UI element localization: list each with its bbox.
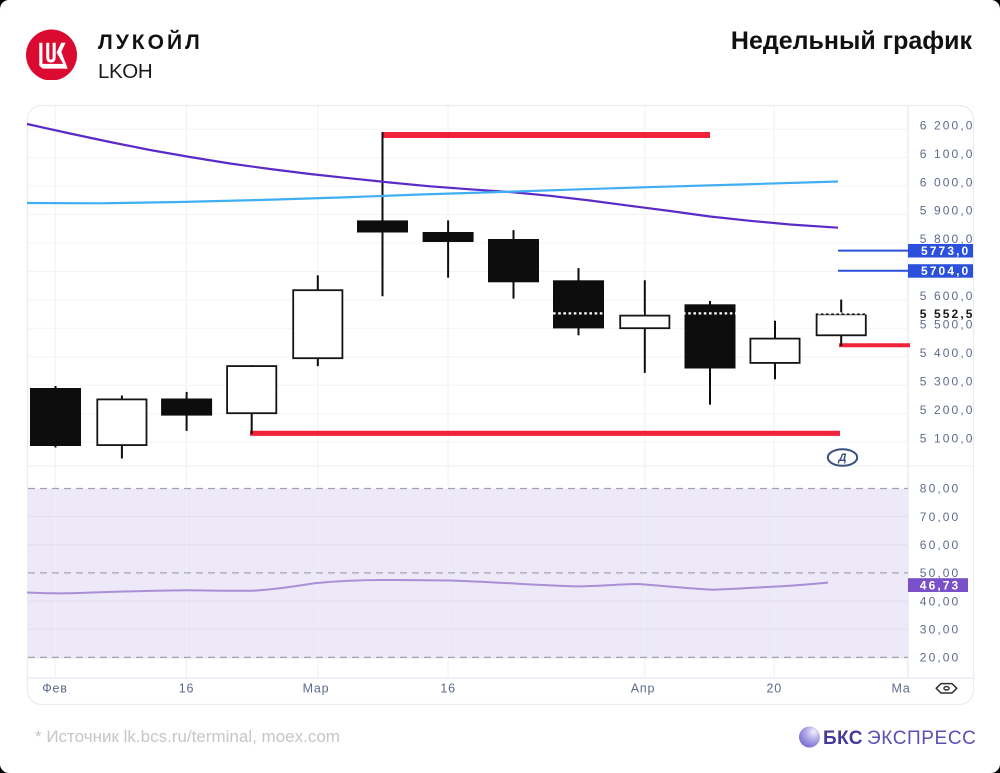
svg-text:60,00: 60,00 [920, 538, 961, 552]
svg-text:6 200,0: 6 200,0 [920, 118, 975, 132]
svg-text:Ма: Ма [891, 682, 910, 696]
svg-text:40,00: 40,00 [920, 594, 961, 608]
svg-text:Апр: Апр [631, 682, 655, 696]
svg-text:5 800,0: 5 800,0 [920, 232, 975, 246]
svg-text:5 100,0: 5 100,0 [920, 431, 975, 445]
svg-text:20,00: 20,00 [920, 651, 961, 665]
svg-text:16: 16 [179, 682, 195, 696]
svg-text:50,00: 50,00 [920, 566, 961, 580]
svg-text:5704,0: 5704,0 [921, 264, 970, 278]
svg-text:5 552,5: 5 552,5 [920, 307, 975, 321]
svg-text:46,73: 46,73 [920, 578, 961, 592]
svg-text:Мар: Мар [303, 682, 330, 696]
svg-text:70,00: 70,00 [920, 510, 961, 524]
svg-text:Д: Д [838, 452, 847, 464]
svg-text:5 400,0: 5 400,0 [920, 346, 975, 360]
svg-text:20: 20 [767, 682, 783, 696]
svg-text:5 500,0: 5 500,0 [920, 318, 975, 332]
svg-text:5 200,0: 5 200,0 [920, 403, 975, 417]
svg-text:6 000,0: 6 000,0 [920, 175, 975, 189]
svg-text:Фев: Фев [42, 682, 68, 696]
svg-text:30,00: 30,00 [920, 622, 961, 636]
svg-text:5 300,0: 5 300,0 [920, 374, 975, 388]
svg-text:5773,0: 5773,0 [921, 244, 970, 258]
svg-text:5 600,0: 5 600,0 [920, 289, 975, 303]
svg-text:16: 16 [440, 682, 456, 696]
svg-text:5 900,0: 5 900,0 [920, 204, 975, 218]
svg-text:6 100,0: 6 100,0 [920, 147, 975, 161]
svg-text:80,00: 80,00 [920, 482, 961, 496]
